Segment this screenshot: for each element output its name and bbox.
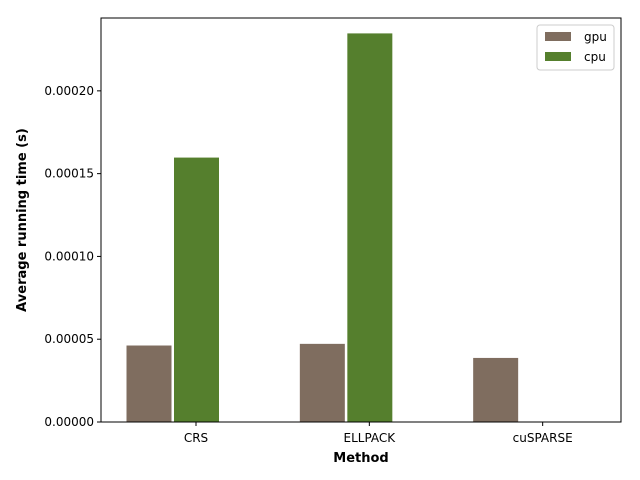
x-axis-ticks: CRS ELLPACK cuSPARSE [184,422,573,445]
legend-label-gpu: gpu [584,30,607,44]
y-tick-label: 0.00000 [44,415,94,429]
bar-cpu-ellpack [346,32,394,423]
legend-swatch-gpu [545,32,571,41]
legend: gpu cpu [536,24,615,71]
y-tick-label: 0.00010 [44,249,94,263]
x-tick-label-cusparse: cuSPARSE [513,431,573,445]
y-tick-label: 0.00005 [44,332,94,346]
bars-group [125,32,520,423]
y-axis-ticks: 0.00000 0.00005 0.00010 0.00015 0.00020 [44,84,101,429]
y-axis-title: Average running time (s) [15,128,30,312]
bar-gpu-ellpack [298,342,346,423]
plot-frame [100,17,622,423]
bar-gpu-cusparse [472,356,520,423]
bar-cpu-crs [173,156,220,423]
y-tick-label: 0.00020 [44,84,94,98]
bar-gpu-crs [125,344,173,423]
legend-swatch-cpu [545,52,571,61]
x-tick-label-ellpack: ELLPACK [343,431,396,445]
legend-label-cpu: cpu [584,50,606,64]
y-tick-label: 0.00015 [44,167,94,181]
x-tick-label-crs: CRS [184,431,208,445]
x-axis-title: Method [333,451,388,466]
